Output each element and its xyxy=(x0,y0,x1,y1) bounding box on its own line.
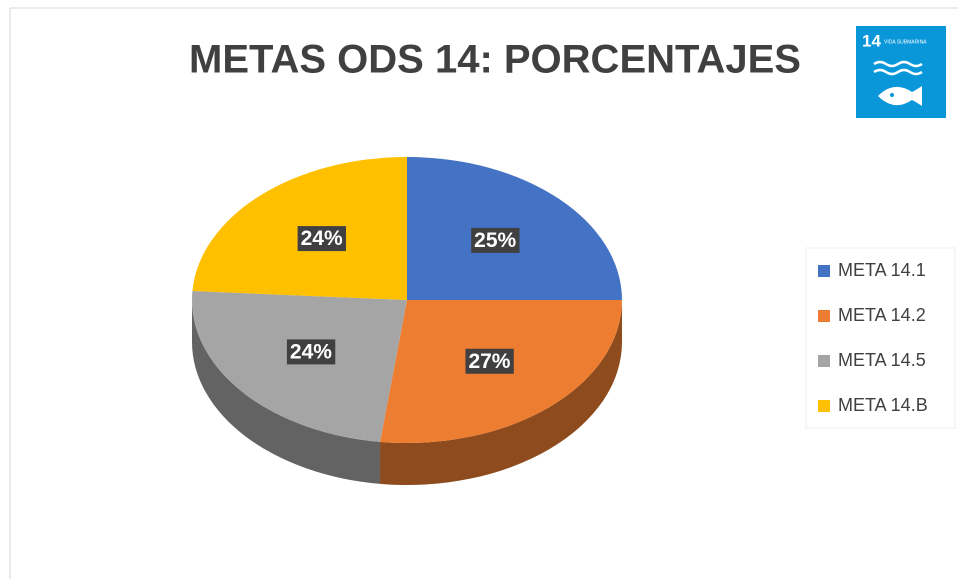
slice xyxy=(192,291,407,442)
legend-label: META 14.2 xyxy=(838,305,926,325)
sdg-icon: 14 VIDA SUBMARINA xyxy=(856,26,946,118)
legend-swatch xyxy=(818,310,830,322)
legend-label: META 14.1 xyxy=(838,260,926,280)
icon-eye xyxy=(890,93,894,97)
data-label-bg xyxy=(286,339,336,365)
data-label: 24% xyxy=(301,227,343,250)
data-label: 25% xyxy=(474,229,516,252)
icon-number: 14 xyxy=(862,31,881,50)
legend-label: META 14.B xyxy=(838,395,928,415)
data-label-bg xyxy=(465,348,514,374)
data-label: 24% xyxy=(290,340,332,363)
legend-swatch xyxy=(818,355,830,367)
legend-swatch xyxy=(818,400,830,412)
chart-title: METAS ODS 14: PORCENTAJES xyxy=(189,38,801,82)
slice-side xyxy=(380,300,622,485)
data-label: 27% xyxy=(468,350,510,373)
data-label-bg xyxy=(297,226,346,252)
slice-side xyxy=(192,300,381,484)
legend-label: META 14.5 xyxy=(838,350,926,370)
icon-label: VIDA SUBMARINA xyxy=(884,39,927,45)
icon-waves xyxy=(873,60,923,76)
icon-fish xyxy=(878,86,922,106)
pie xyxy=(192,157,622,485)
data-label-bg xyxy=(471,227,520,253)
legend-swatch xyxy=(818,265,830,277)
legend-box xyxy=(805,247,956,429)
